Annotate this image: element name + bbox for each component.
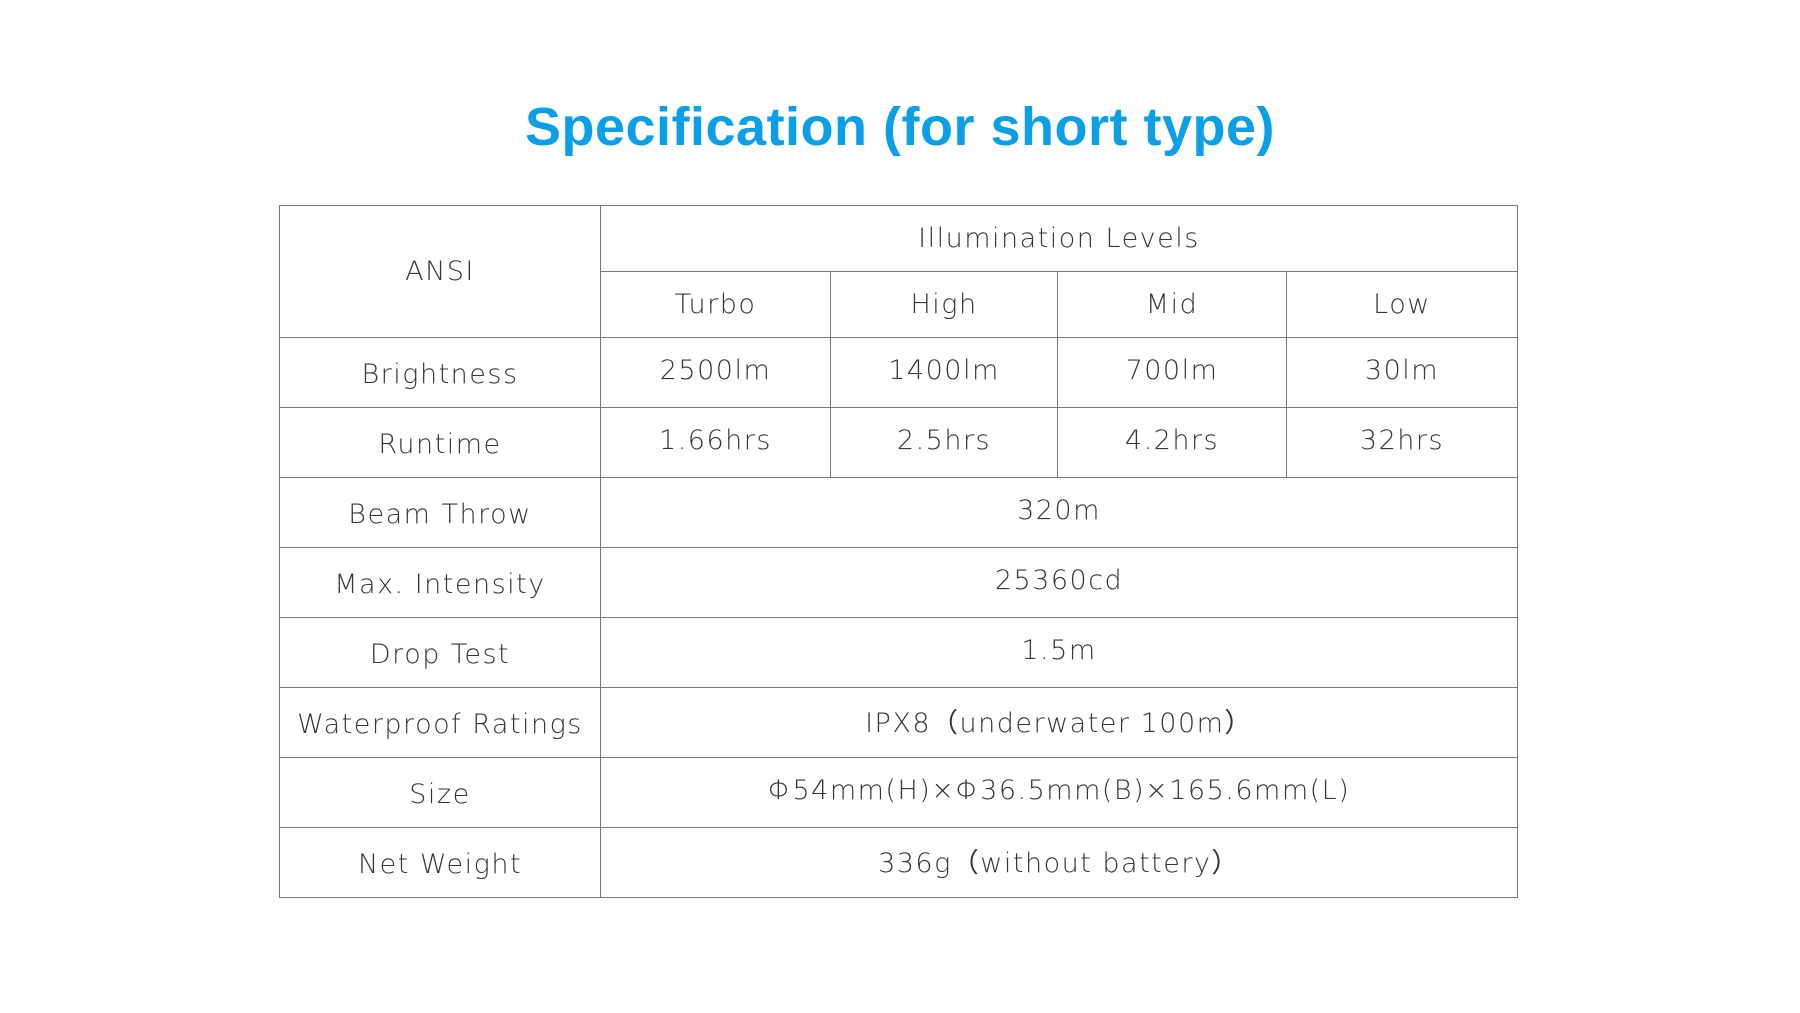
max-intensity-row: Max. Intensity 25360cd (279, 547, 1518, 618)
cell: 320m (600, 477, 1518, 548)
spec-table: ANSI Illumination Levels Turbo High Mid … (279, 205, 1518, 898)
net-weight-row: Net Weight 336g（without battery） (279, 827, 1518, 898)
beam-throw-row: Beam Throw 320m (279, 477, 1518, 548)
cell: 25360cd (600, 547, 1518, 618)
drop-test-row: Drop Test 1.5m (279, 617, 1518, 688)
cell: 2.5hrs (830, 407, 1058, 478)
cell: Φ54mm(H)×Φ36.5mm(B)×165.6mm(L) (600, 757, 1518, 828)
cell: 700lm (1057, 337, 1287, 408)
brightness-row: Brightness 2500lm 1400lm 700lm 30lm (279, 337, 1518, 408)
runtime-row: Runtime 1.66hrs 2.5hrs 4.2hrs 32hrs (279, 407, 1518, 478)
cell: 30lm (1286, 337, 1518, 408)
row-label: Waterproof Ratings (279, 687, 601, 758)
mode-header: Mid (1057, 271, 1287, 338)
cell: 2500lm (600, 337, 831, 408)
row-label: Net Weight (279, 827, 601, 898)
cell: 1.5m (600, 617, 1518, 688)
size-row: Size Φ54mm(H)×Φ36.5mm(B)×165.6mm(L) (279, 757, 1518, 828)
cell: 336g（without battery） (600, 827, 1518, 898)
page-title: Specification (for short type) (524, 97, 1276, 157)
row-label: Runtime (279, 407, 601, 478)
row-label: Beam Throw (279, 477, 601, 548)
waterproof-row: Waterproof Ratings IPX8（underwater 100m） (279, 687, 1518, 758)
mode-header: Turbo (600, 271, 831, 338)
row-label: Size (279, 757, 601, 828)
mode-header: Low (1286, 271, 1518, 338)
cell: 1.66hrs (600, 407, 831, 478)
ansi-header: ANSI (279, 205, 601, 338)
mode-header: High (830, 271, 1058, 338)
row-label: Brightness (279, 337, 601, 408)
row-label: Max. Intensity (279, 547, 601, 618)
cell: 4.2hrs (1057, 407, 1287, 478)
cell: 32hrs (1286, 407, 1518, 478)
row-label: Drop Test (279, 617, 601, 688)
illumination-levels-header: Illumination Levels (600, 205, 1518, 272)
cell: 1400lm (830, 337, 1058, 408)
header-row: ANSI Illumination Levels (279, 205, 1518, 338)
cell: IPX8（underwater 100m） (600, 687, 1518, 758)
